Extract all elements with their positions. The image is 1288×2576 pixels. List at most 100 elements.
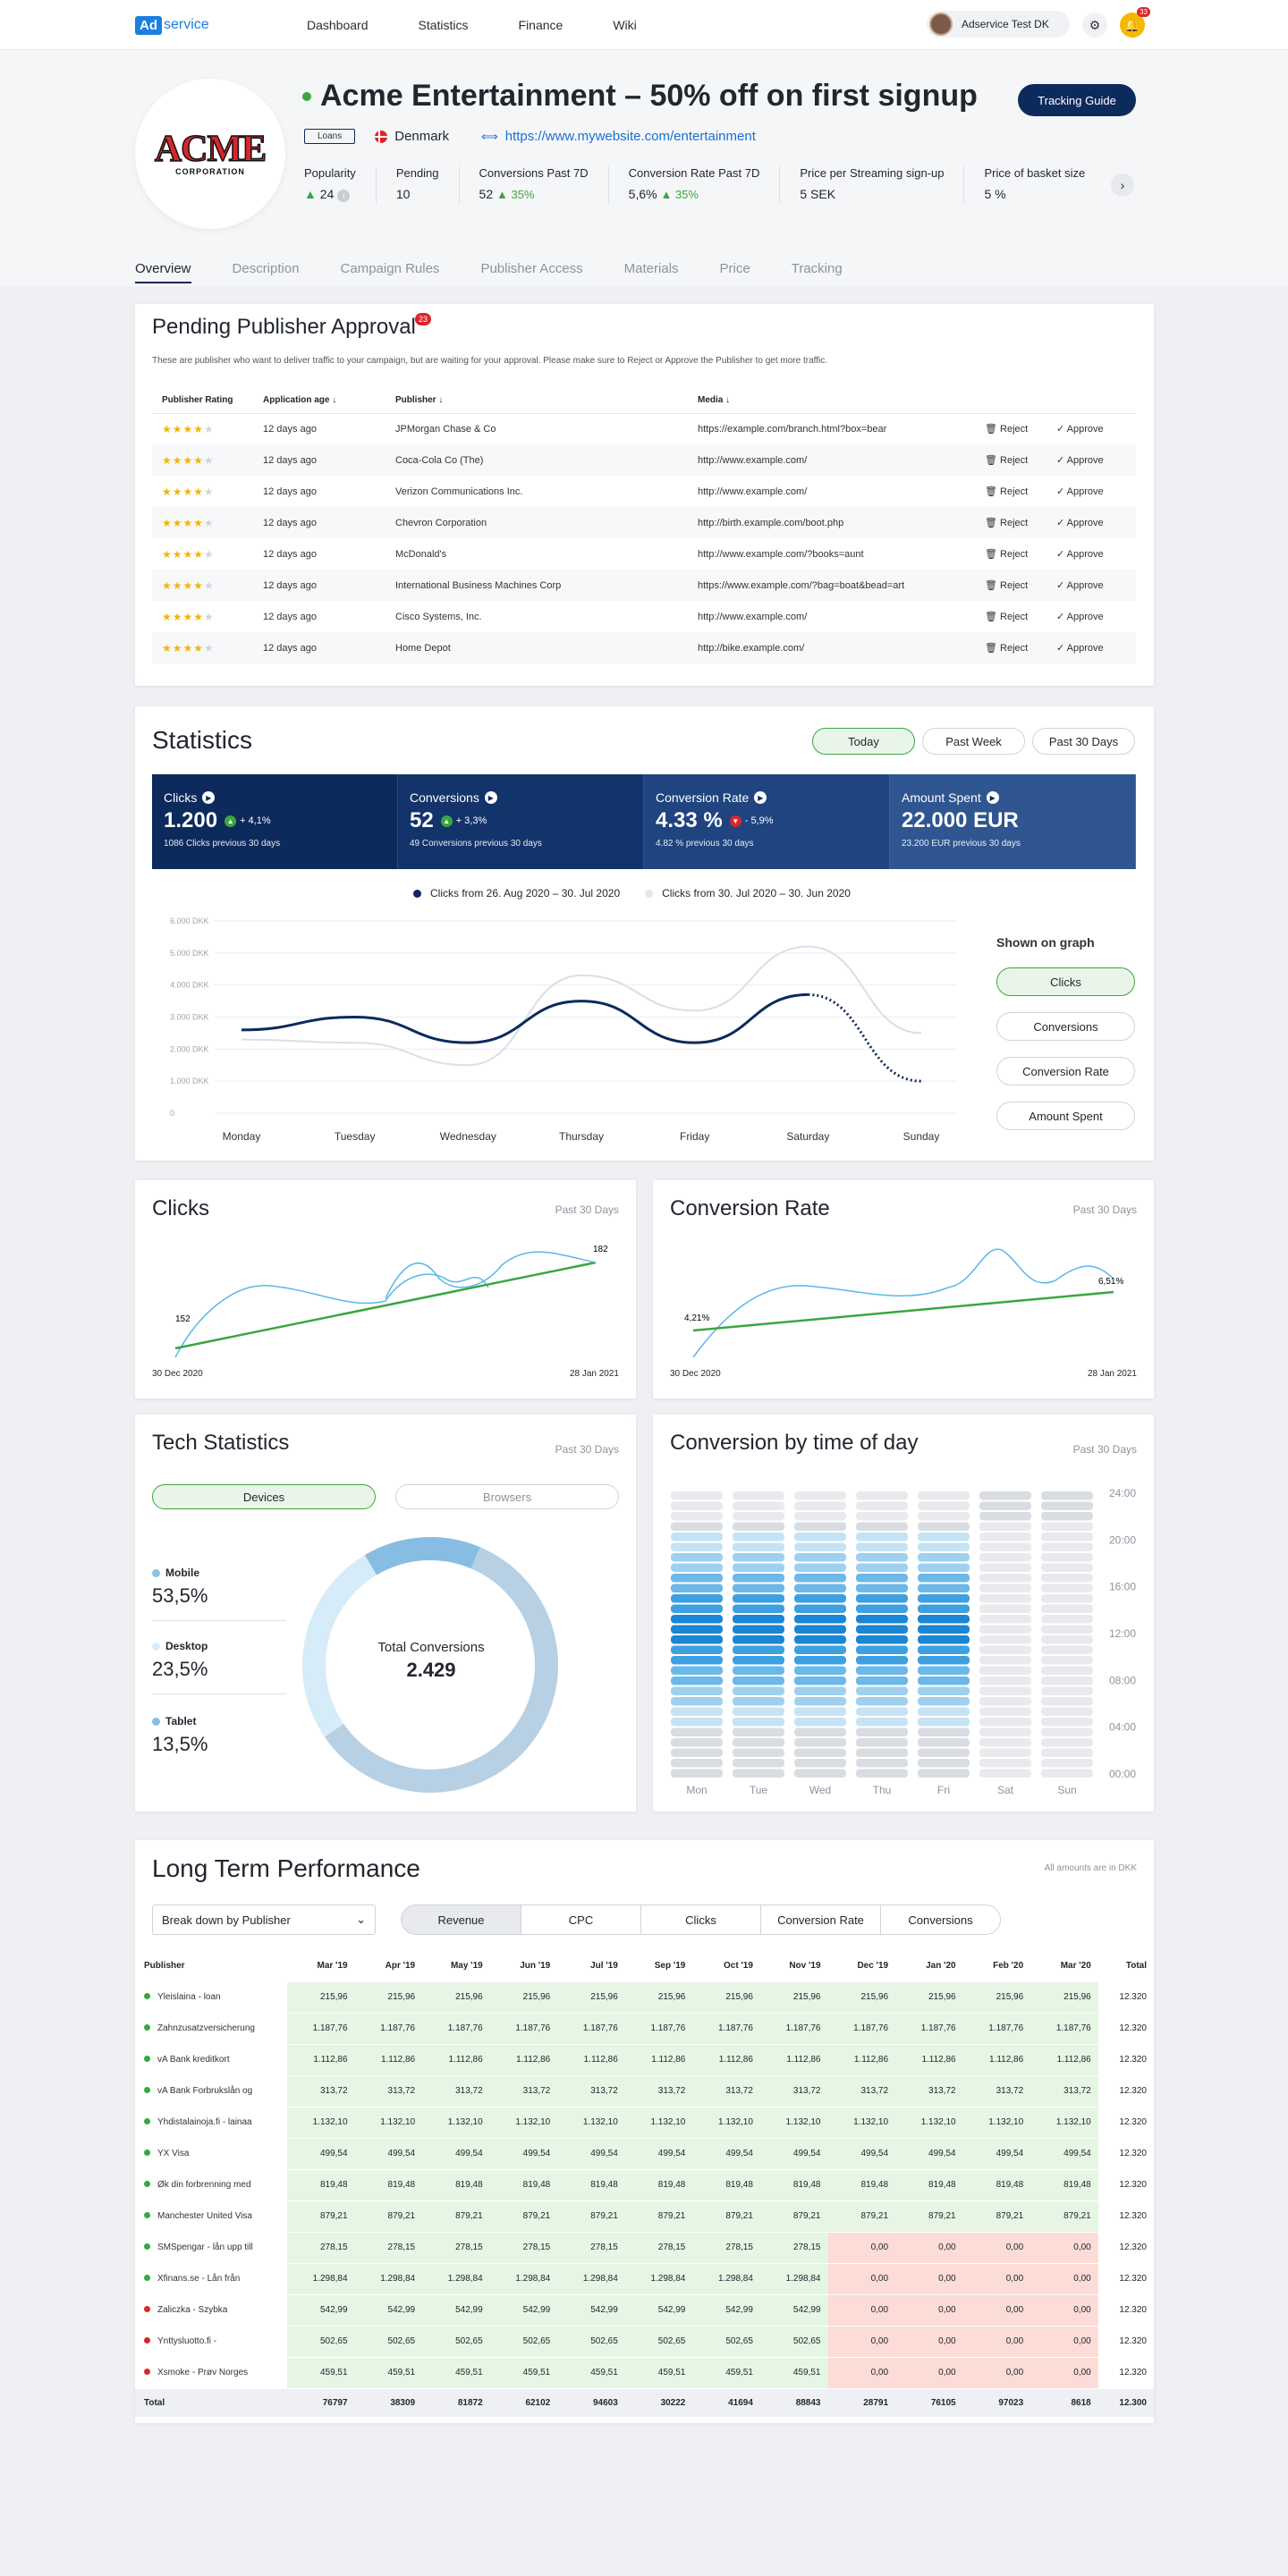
reject-button[interactable]: 🗑 Reject bbox=[975, 413, 1046, 444]
user-menu[interactable]: Adservice Test DK bbox=[927, 11, 1070, 38]
media-link[interactable]: http://www.example.com/?books=aunt bbox=[698, 548, 864, 560]
metric-cpc[interactable]: CPC bbox=[521, 1905, 641, 1935]
table-row[interactable]: vA Bank Forbrukslån og 313,72 313,72 313,72… bbox=[135, 2074, 1154, 2107]
metric-conversions[interactable]: Conversions bbox=[880, 1905, 1001, 1935]
reject-button[interactable]: 🗑 Reject bbox=[975, 570, 1046, 601]
tab-description[interactable]: Description bbox=[232, 261, 300, 276]
reject-button[interactable]: 🗑 Reject bbox=[975, 601, 1046, 632]
nav-finance[interactable]: Finance bbox=[518, 18, 564, 32]
tracking-guide-button[interactable]: Tracking Guide bbox=[1018, 84, 1136, 116]
media-link[interactable]: http://bike.example.com/ bbox=[688, 632, 975, 663]
graph-toggle-conversion-rate[interactable]: Conversion Rate bbox=[996, 1057, 1135, 1085]
nav-statistics[interactable]: Statistics bbox=[418, 18, 469, 32]
col-header[interactable]: Publisher bbox=[144, 1961, 185, 1972]
tab-price[interactable]: Price bbox=[719, 261, 750, 276]
approve-button[interactable]: ✓ Approve bbox=[1046, 538, 1136, 570]
col-media[interactable]: Media ↓ bbox=[688, 388, 975, 414]
nav-dashboard[interactable]: Dashboard bbox=[307, 18, 369, 32]
table-row[interactable]: Yleislaina - loan 215,96 215,96 215,96 215,9… bbox=[135, 1981, 1154, 2013]
table-row[interactable]: Xsmoke - Prøv Norges 459,51 459,51 459,51 45… bbox=[135, 2356, 1154, 2388]
metric-conversion-rate[interactable]: Conversion Rate bbox=[760, 1905, 881, 1935]
bell-icon[interactable]: 🔔 33 bbox=[1120, 7, 1150, 38]
col-header[interactable]: May '19 bbox=[450, 1961, 483, 1972]
col-header[interactable]: Total bbox=[1125, 1961, 1147, 1972]
col-header[interactable]: Sep '19 bbox=[654, 1961, 686, 1972]
table-row[interactable]: vA Bank kreditkort 1.112,86 1.112,86 1.112,… bbox=[135, 2043, 1154, 2075]
col-header[interactable]: Nov '19 bbox=[789, 1961, 821, 1972]
col-publisher[interactable]: Publisher ↓ bbox=[386, 388, 688, 414]
approve-button[interactable]: ✓ Approve bbox=[1046, 601, 1136, 632]
approve-button[interactable]: ✓ Approve bbox=[1046, 632, 1136, 663]
tab-tracking[interactable]: Tracking bbox=[791, 261, 843, 276]
col-age[interactable]: Application age ↓ bbox=[253, 388, 386, 414]
stat-card-clicks[interactable]: Clicks ▶ 1.200 ▲ + 4,1% 1086 Clicks previou… bbox=[152, 774, 398, 869]
table-row[interactable]: Zaliczka - Szybka 542,99 542,99 542,99 542,9… bbox=[135, 2293, 1154, 2326]
stat-card-conversions[interactable]: Conversions ▶ 52 ▲ + 3,3% 49 Conversions pr… bbox=[398, 774, 644, 869]
reject-button[interactable]: 🗑 Reject bbox=[975, 538, 1046, 570]
graph-toggle-amount-spent[interactable]: Amount Spent bbox=[996, 1102, 1135, 1130]
period-past-week[interactable]: Past Week bbox=[922, 728, 1025, 755]
media-link[interactable]: http://www.example.com/ bbox=[698, 611, 808, 622]
reject-button[interactable]: 🗑 Reject bbox=[975, 632, 1046, 663]
breakdown-select[interactable]: Break down by Publisher ⌄ bbox=[152, 1905, 376, 1935]
table-row[interactable]: Manchester United Visa 879,21 879,21 879,21… bbox=[135, 2200, 1154, 2232]
col-header[interactable]: Jun '19 bbox=[520, 1961, 551, 1972]
col-header[interactable]: Mar '20 bbox=[1060, 1961, 1091, 1972]
period-today[interactable]: Today bbox=[812, 728, 915, 755]
approve-button[interactable]: ✓ Approve bbox=[1046, 413, 1136, 444]
stat-card-amount-spent[interactable]: Amount Spent ▶ 22.000 EUR 23.200 EUR prev… bbox=[890, 774, 1136, 869]
col-header[interactable]: Apr '19 bbox=[385, 1961, 416, 1972]
approve-button[interactable]: ✓ Approve bbox=[1046, 570, 1136, 601]
media-link[interactable]: https://example.com/branch.html?box=bear bbox=[698, 423, 887, 435]
gear-icon[interactable]: ⚙ bbox=[1082, 13, 1107, 38]
donut-slice-tablet[interactable] bbox=[364, 1537, 480, 1575]
approve-button[interactable]: ✓ Approve bbox=[1046, 476, 1136, 507]
table-row[interactable]: Øk din forbrenning med 819,48 819,48 819,48… bbox=[135, 2168, 1154, 2200]
tab-overview[interactable]: Overview bbox=[135, 261, 191, 283]
graph-toggle-clicks[interactable]: Clicks bbox=[996, 967, 1135, 996]
tab-campaign-rules[interactable]: Campaign Rules bbox=[340, 261, 440, 276]
play-icon[interactable]: ▶ bbox=[986, 791, 999, 804]
media-link[interactable]: http://www.example.com/ bbox=[698, 486, 808, 497]
col-header[interactable]: Jul '19 bbox=[590, 1961, 618, 1972]
media-link[interactable]: https://www.example.com/?bag=boat&bead=a… bbox=[688, 570, 975, 601]
tab-browsers[interactable]: Browsers bbox=[395, 1484, 619, 1509]
info-icon[interactable]: i bbox=[337, 190, 351, 202]
col-rating[interactable]: Publisher Rating bbox=[152, 388, 253, 414]
col-header[interactable]: Feb '20 bbox=[993, 1961, 1024, 1972]
col-header[interactable]: Dec '19 bbox=[857, 1961, 889, 1972]
table-row[interactable]: Xfinans.se - Lån från 1.298,84 1.298,84 1.2… bbox=[135, 2262, 1154, 2294]
media-link[interactable]: http://www.example.com/ bbox=[688, 444, 975, 476]
table-row[interactable]: Ynttysluotto.fi -502,65 502,65 502,65 502,6… bbox=[135, 2325, 1154, 2357]
table-row[interactable]: YX Visa 499,54 499,54 499,54 499,54 499,54 499… bbox=[135, 2137, 1154, 2169]
col-header[interactable]: Jan '20 bbox=[926, 1961, 956, 1972]
play-icon[interactable]: ▶ bbox=[484, 791, 497, 804]
play-icon[interactable]: ▶ bbox=[754, 791, 767, 804]
table-row[interactable]: Zahnzusatzversicherung 1.187,76 1.187,76 1.… bbox=[135, 2012, 1154, 2044]
play-icon[interactable]: ▶ bbox=[202, 791, 216, 804]
reject-button[interactable]: 🗑 Reject bbox=[975, 507, 1046, 538]
nav-wiki[interactable]: Wiki bbox=[613, 18, 637, 32]
approve-button[interactable]: ✓ Approve bbox=[1046, 444, 1136, 476]
col-header[interactable]: Mar '19 bbox=[317, 1961, 348, 1972]
adservice-logo[interactable]: Ad service bbox=[135, 15, 209, 35]
donut-slice-mobile[interactable] bbox=[324, 1547, 558, 1793]
tab-materials[interactable]: Materials bbox=[623, 261, 679, 276]
approve-button[interactable]: ✓ Approve bbox=[1046, 507, 1136, 538]
media-link[interactable]: http://birth.example.com/boot.php bbox=[688, 507, 975, 538]
graph-toggle-conversions[interactable]: Conversions bbox=[996, 1012, 1135, 1041]
col-header[interactable]: Oct '19 bbox=[723, 1961, 753, 1972]
campaign-url-link[interactable]: https://www.mywebsite.com/entertainment bbox=[504, 129, 756, 144]
reject-button[interactable]: 🗑 Reject bbox=[975, 444, 1046, 476]
metric-clicks[interactable]: Clicks bbox=[640, 1905, 761, 1935]
stat-card-conversion-rate[interactable]: Conversion Rate ▶ 4.33 % ▼ - 5,9% 4.82 % pr… bbox=[644, 774, 890, 869]
period-past-30[interactable]: Past 30 Days bbox=[1032, 728, 1135, 755]
reject-button[interactable]: 🗑 Reject bbox=[975, 476, 1046, 507]
tab-publisher-access[interactable]: Publisher Access bbox=[480, 261, 583, 276]
table-row[interactable]: Yhdistalainoja.fi - lainaa 1.132,10 1.132,… bbox=[135, 2106, 1154, 2138]
chevron-right-icon[interactable]: › bbox=[1111, 173, 1134, 197]
tab-devices[interactable]: Devices bbox=[152, 1484, 376, 1509]
donut-slice-desktop[interactable] bbox=[302, 1555, 377, 1737]
table-row[interactable]: SMSpengar - lån upp till 278,15 278,15 278,… bbox=[135, 2231, 1154, 2263]
metric-revenue[interactable]: Revenue bbox=[401, 1905, 521, 1935]
